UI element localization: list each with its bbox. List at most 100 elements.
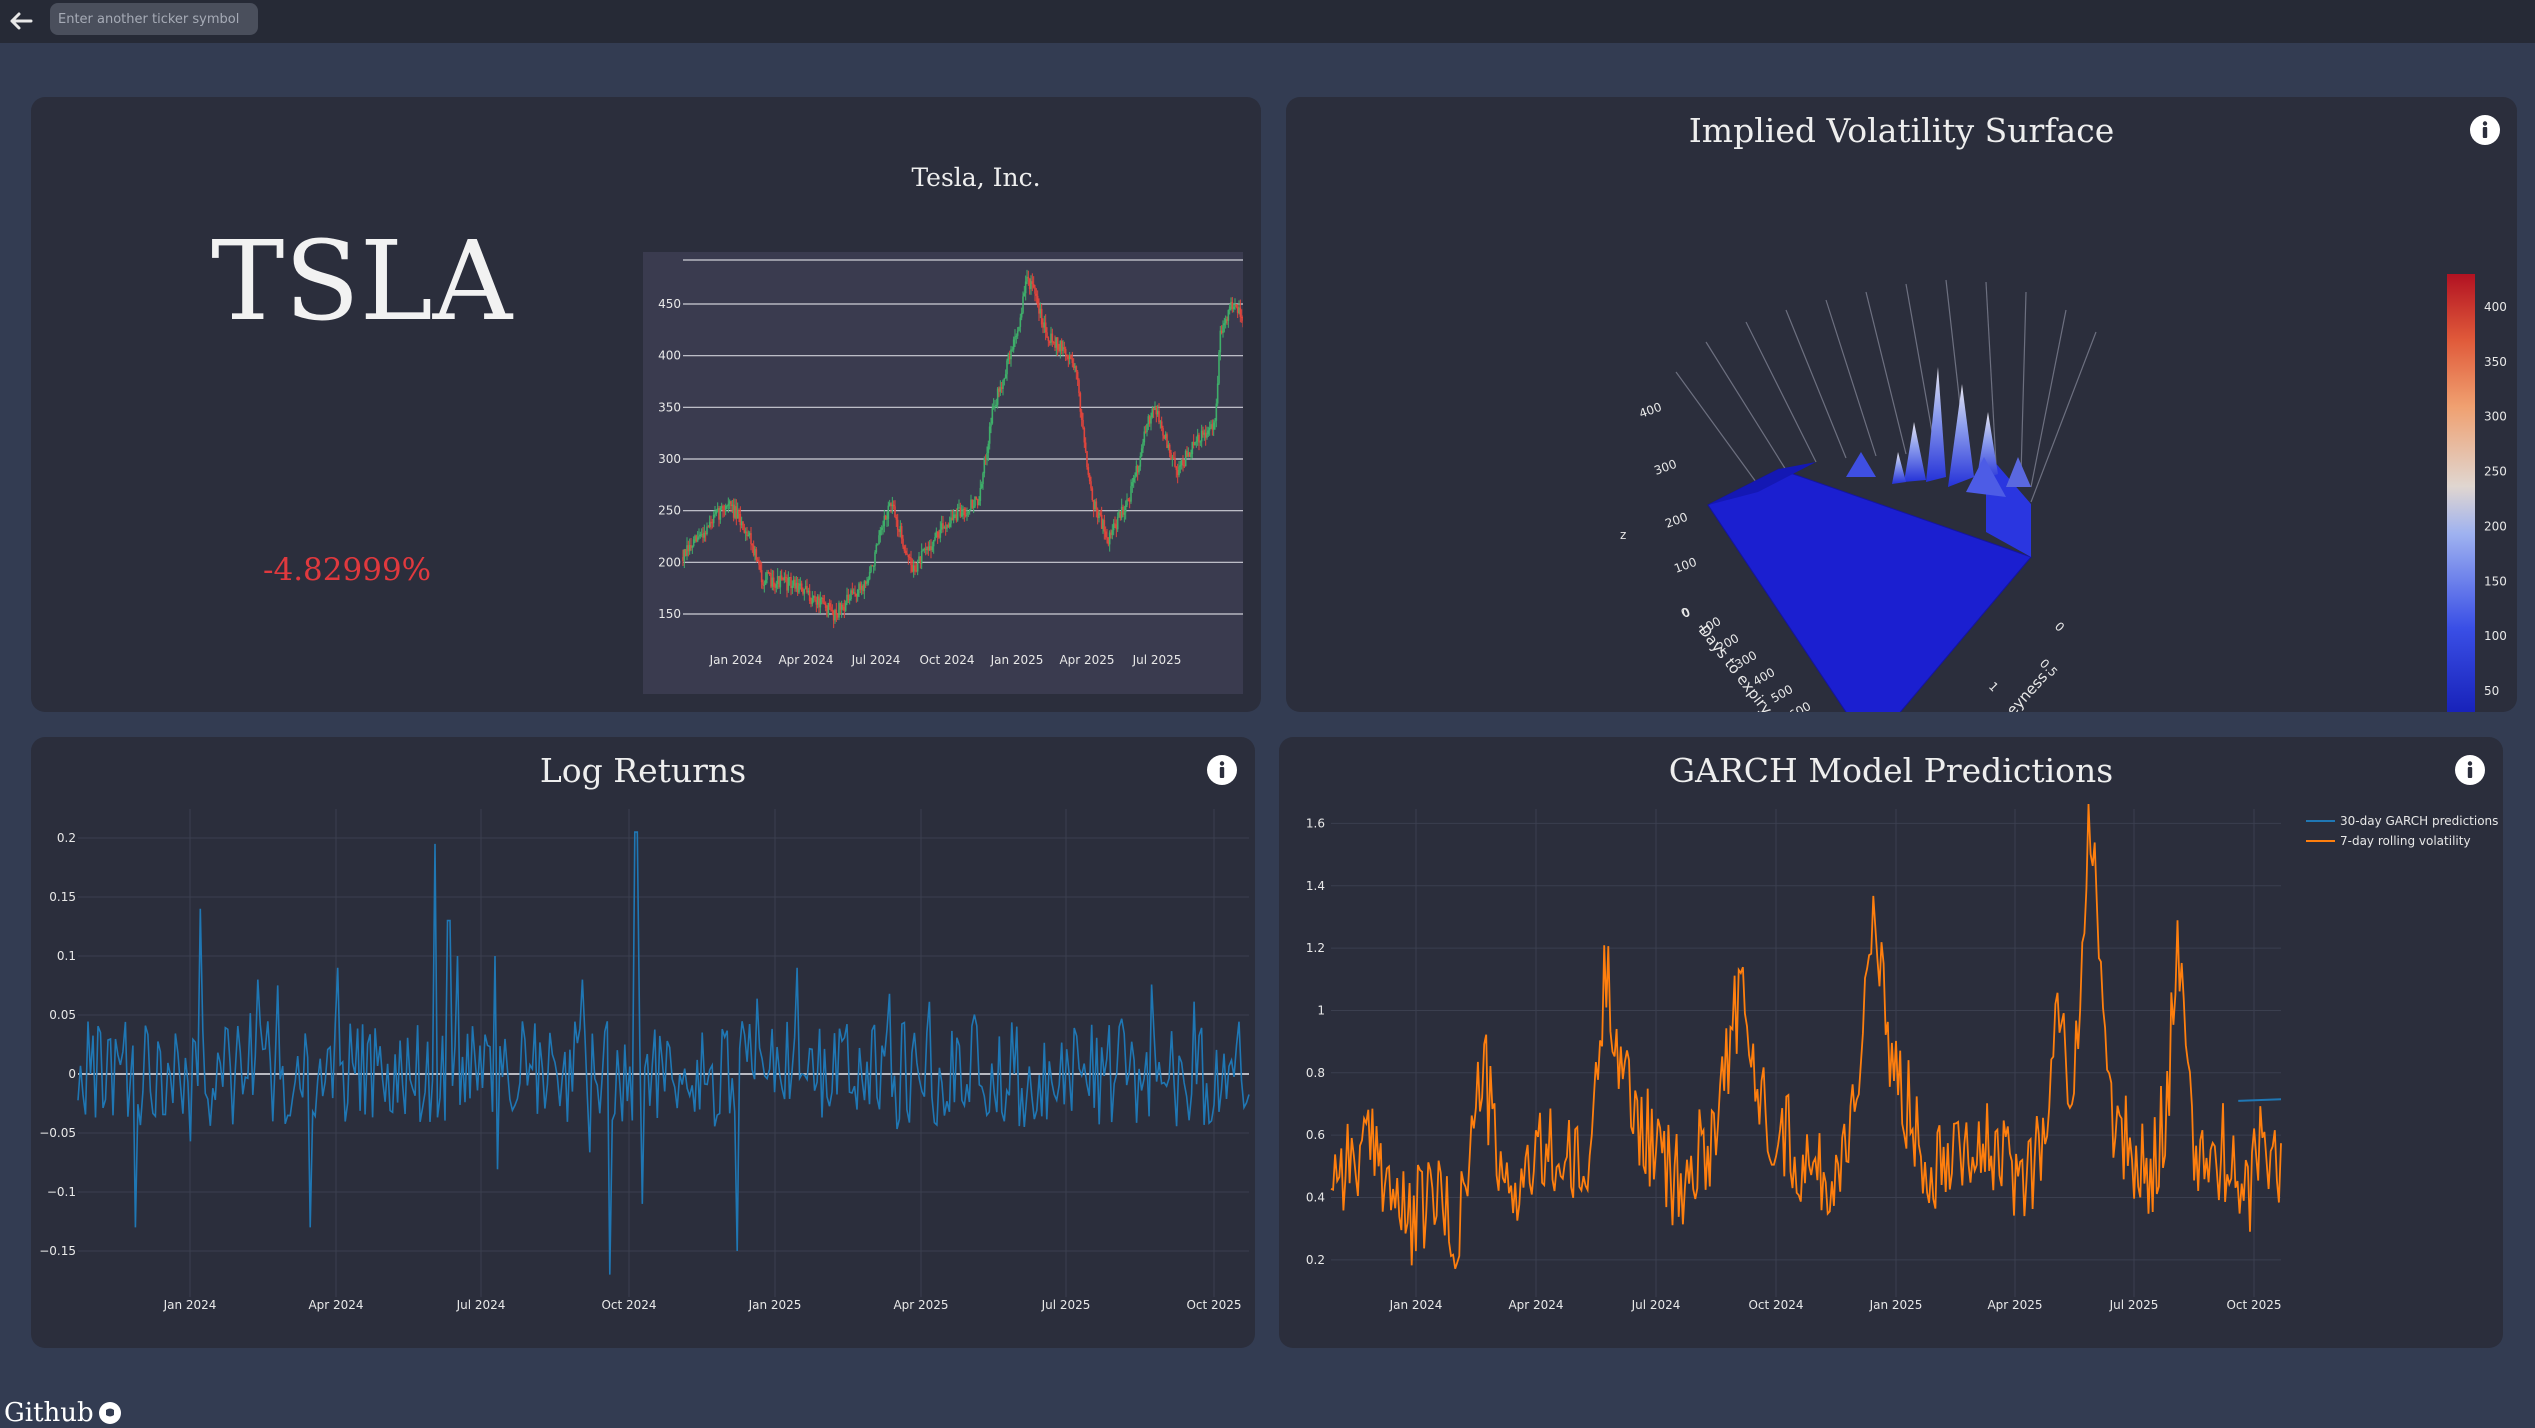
candle-body <box>748 533 751 535</box>
garch-panel: GARCH Model Predictions 1.6 1.4 1.2 1 0.8 0.6… <box>1279 737 2503 1348</box>
back-arrow-icon[interactable] <box>5 5 37 37</box>
candle-body <box>878 535 880 545</box>
candle-body <box>859 583 862 590</box>
candle-body <box>1203 432 1206 435</box>
z-tick-label: 0 <box>1680 605 1692 621</box>
candle-body <box>975 496 978 500</box>
candle-body <box>972 506 975 508</box>
candle-body <box>767 571 770 574</box>
candle-body <box>915 570 918 572</box>
candle-body <box>1174 458 1176 467</box>
candle-body <box>1019 317 1022 327</box>
candle-body <box>1114 523 1116 525</box>
x-tick-label: Jul 2025 <box>1041 1298 1091 1312</box>
candle-body <box>724 505 727 511</box>
candle-body <box>1199 441 1202 443</box>
candle-body <box>942 523 944 529</box>
grid-line <box>1825 299 1877 457</box>
candle-body <box>1226 319 1228 321</box>
candle-body <box>887 505 890 519</box>
info-icon[interactable] <box>1206 754 1238 786</box>
candle-body <box>1228 306 1231 311</box>
candle-body <box>884 515 887 520</box>
candle-body <box>1050 333 1052 344</box>
candle-body <box>1106 537 1108 539</box>
candle-body <box>747 534 750 537</box>
candle-body <box>948 523 951 528</box>
candle-body <box>1175 466 1178 470</box>
candle-body <box>1094 501 1096 510</box>
candle-body <box>842 604 844 607</box>
candle-body <box>786 577 788 591</box>
candle-body <box>990 423 992 427</box>
candle-body <box>1095 501 1098 510</box>
log-returns-panel: Log Returns 0.2 0.15 0.1 0.05 0 −0.05 −0.1 −0.1… <box>31 737 1255 1348</box>
candle-body <box>979 487 982 501</box>
candle-body <box>1068 355 1071 359</box>
x-tick-label: Jan 2024 <box>709 653 763 667</box>
y-tick-label: 0.4 <box>1306 1190 1325 1204</box>
y-tick-label: 300 <box>658 452 681 466</box>
candle-body <box>1159 421 1162 423</box>
candle-body <box>779 575 782 588</box>
info-icon[interactable] <box>2469 114 2501 146</box>
candle-body <box>816 596 819 605</box>
candle-body <box>763 584 766 586</box>
candle-body <box>890 503 892 507</box>
candle-body <box>848 598 851 601</box>
candle-body <box>1091 488 1094 501</box>
candle-body <box>894 506 896 517</box>
candle-body <box>1066 354 1068 356</box>
info-icon[interactable] <box>2454 754 2486 786</box>
candle-body <box>806 586 808 593</box>
candle-body <box>1032 283 1035 288</box>
candle-body <box>956 507 959 521</box>
candle-body <box>1151 408 1154 418</box>
candlestick-chart[interactable]: 150 200 250 300 350 400 450 Jan 2024 Apr 2024 Ju… <box>643 252 1243 694</box>
candle-body <box>1047 337 1050 342</box>
candle-body <box>1082 419 1084 429</box>
candle-body <box>1182 459 1184 466</box>
candle-body <box>1052 342 1055 344</box>
log-returns-chart[interactable]: 0.2 0.15 0.1 0.05 0 −0.05 −0.1 −0.15 Jan 2024 Apr… <box>31 737 1255 1348</box>
github-link[interactable]: Github <box>4 1398 122 1428</box>
candle-body <box>1196 434 1199 442</box>
z-tick-label: 100 <box>1672 555 1698 576</box>
candle-body <box>810 600 812 604</box>
log-returns-line <box>77 831 1250 1275</box>
candle-body <box>776 576 779 585</box>
candle-body <box>1126 499 1128 506</box>
candle-body <box>932 540 935 547</box>
candle-body <box>1143 431 1146 443</box>
candle-body <box>1215 403 1218 421</box>
candle-body <box>1219 330 1222 353</box>
ticker-search-input[interactable] <box>50 3 258 35</box>
candle-body <box>1087 467 1090 475</box>
candle-body <box>778 576 780 588</box>
candle-body <box>1148 416 1151 424</box>
z-tick-label: 300 <box>1652 457 1678 478</box>
candle-body <box>951 517 954 521</box>
candle-body <box>742 521 744 531</box>
candle-body <box>918 556 920 562</box>
candle-body <box>1166 434 1168 448</box>
surface-spike <box>1926 367 1946 482</box>
candle-body <box>1012 339 1015 350</box>
candle-body <box>1040 308 1043 325</box>
candle-body <box>820 598 823 600</box>
candle-body <box>832 610 835 621</box>
moneyness-tick-label: 1 <box>1986 679 2001 694</box>
candle-body <box>1135 466 1138 476</box>
candle-body <box>1043 322 1046 328</box>
candle-body <box>1119 511 1122 518</box>
x-tick-label: Oct 2025 <box>1186 1298 1241 1312</box>
candle-body <box>1224 319 1227 324</box>
garch-chart[interactable]: 1.6 1.4 1.2 1 0.8 0.6 0.4 0.2 Jan 2024 Apr 2024 Ju… <box>1279 737 2503 1348</box>
candle-body <box>874 552 876 566</box>
candle-body <box>1192 441 1195 446</box>
candle-body <box>839 602 842 610</box>
candle-body <box>818 596 820 608</box>
candle-body <box>863 581 866 592</box>
candle-body <box>1018 326 1020 331</box>
